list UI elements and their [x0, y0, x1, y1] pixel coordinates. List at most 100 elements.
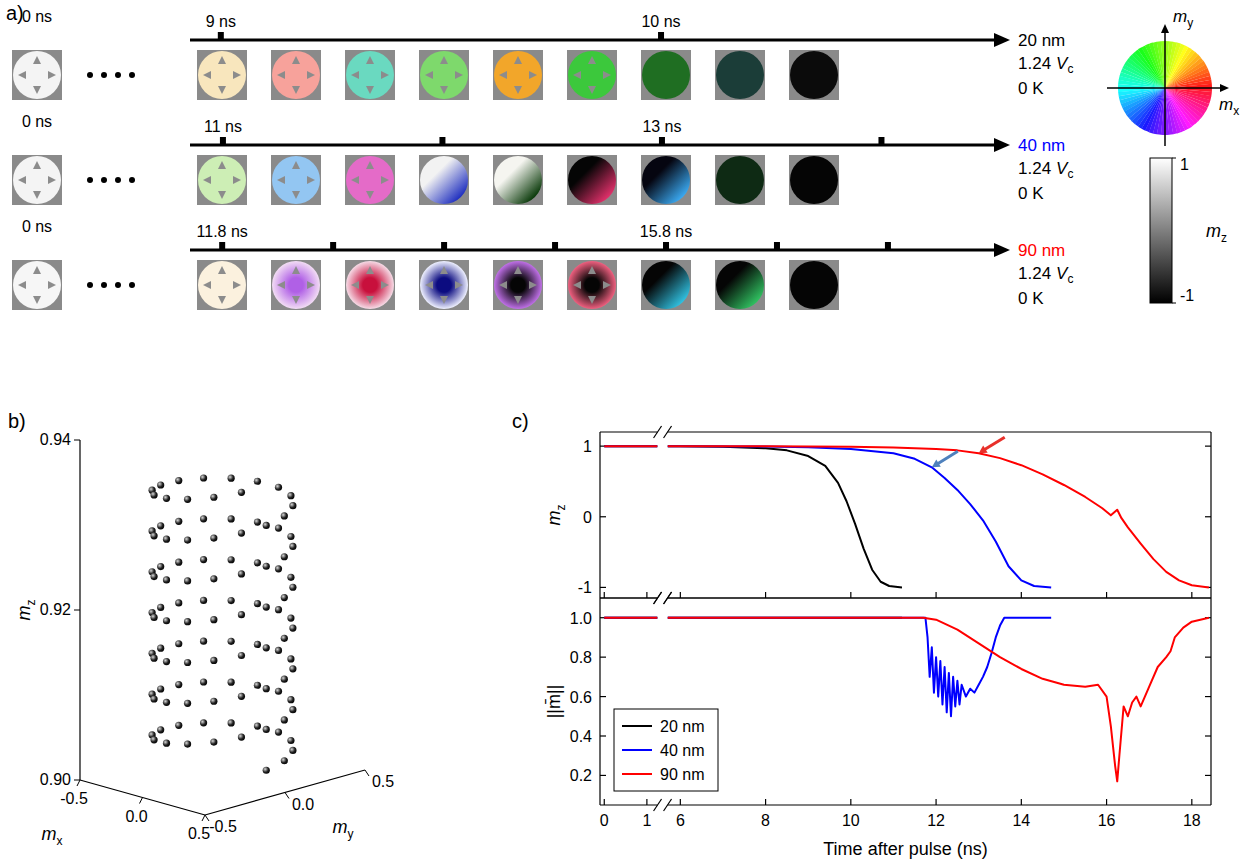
helix-point [175, 477, 182, 484]
snapshot-frame [12, 155, 62, 205]
spin-arrow [351, 281, 359, 289]
helix-point [228, 475, 235, 482]
legend-swatch [622, 773, 652, 775]
helix-point [287, 615, 294, 622]
spin-arrow [307, 176, 315, 184]
spin-arrow [514, 296, 522, 304]
tick [935, 592, 936, 598]
tick [1205, 657, 1211, 658]
tick [659, 137, 665, 145]
tick [140, 798, 143, 804]
helix-point [254, 641, 261, 648]
plot-lines [604, 446, 1209, 587]
helix-point [289, 624, 296, 631]
helix-point [281, 512, 288, 519]
spin-arrow [351, 176, 359, 184]
spin-arrow [603, 71, 611, 79]
snapshot-row: 0 ns11.8 ns15.8 ns90 nm1.24Vc0 K [12, 218, 1073, 310]
ellipsis-dot [129, 282, 135, 288]
frame [600, 597, 658, 598]
helix-point [210, 575, 217, 582]
spin-arrow [455, 71, 463, 79]
ellipsis-dot [87, 282, 93, 288]
spin-arrow [48, 176, 56, 184]
tick [1106, 799, 1107, 805]
axis-title: my [333, 817, 354, 841]
tick [680, 799, 681, 805]
helix-point [281, 757, 288, 764]
arrow-shaft [983, 437, 1005, 450]
snapshot-frame [493, 50, 543, 100]
tick [878, 137, 884, 145]
snapshot-frame [345, 155, 395, 205]
tick-label: 8 [761, 812, 770, 829]
tick [439, 137, 445, 145]
spin-arrow [33, 266, 41, 274]
tick [1172, 303, 1176, 304]
helix-point [200, 638, 207, 645]
tick [77, 780, 80, 786]
helix-point [228, 638, 235, 645]
snapshot [420, 261, 468, 309]
spin-arrow [440, 266, 448, 274]
helix-point [150, 695, 157, 702]
snapshot-row: 0 ns11 ns13 ns40 nm1.24Vc0 K [12, 113, 1073, 205]
tick-label: 0 [583, 509, 592, 526]
wheel-wedge [1165, 42, 1177, 88]
tick [600, 516, 606, 517]
helix-point [281, 716, 288, 723]
helix-point [210, 698, 217, 705]
temperature-label: 0 K [1018, 289, 1044, 308]
ellipsis-dot [115, 72, 121, 78]
spin-arrow [203, 176, 211, 184]
helix-point [175, 599, 182, 606]
helix-point [200, 515, 207, 522]
ellipsis-dot [87, 177, 93, 183]
helix-point [200, 719, 207, 726]
helix-point [275, 647, 282, 654]
tick [1191, 592, 1192, 598]
tick-label: 10 ns [641, 13, 680, 30]
tick [1205, 735, 1211, 736]
helix-point [157, 604, 164, 611]
tick-label: 0.2 [570, 767, 592, 784]
helix-point [150, 736, 157, 743]
snapshot-frame [12, 50, 62, 100]
helix-point [175, 722, 182, 729]
tick-label: -1 [1180, 287, 1194, 304]
helix-point [238, 733, 245, 740]
spin-arrow [588, 56, 596, 64]
spin-arrow [33, 86, 41, 94]
frame [668, 597, 1211, 598]
wheel-wedge [1118, 80, 1165, 88]
tick [220, 137, 226, 145]
helix-point [254, 600, 261, 607]
ellipsis-dot [129, 72, 135, 78]
spin-arrow [277, 176, 285, 184]
label-part: z [24, 600, 38, 606]
legend-label: 40 nm [660, 742, 704, 759]
spin-arrow [366, 56, 374, 64]
spin-arrow [381, 176, 389, 184]
frame [599, 432, 600, 598]
tick-label: 11.8 ns [197, 223, 248, 240]
voltage-label: 1.24Vc [1018, 159, 1073, 181]
series-line [604, 618, 1209, 782]
tick [680, 592, 681, 598]
tick-label: 15.8 ns [640, 223, 692, 240]
spin-arrow [233, 176, 241, 184]
wheel-axis [1164, 32, 1166, 146]
arrow-head [979, 445, 988, 453]
helix-point [228, 597, 235, 604]
tick [1205, 775, 1211, 776]
tick [1172, 158, 1176, 159]
tick-label: 1 [583, 438, 592, 455]
helix-point [254, 559, 261, 566]
helix-point [175, 518, 182, 525]
snapshot [790, 51, 838, 99]
axis-break [654, 426, 662, 438]
spin-arrow [307, 281, 315, 289]
spin-arrow [292, 266, 300, 274]
helix-point [275, 606, 282, 613]
helix-point [287, 574, 294, 581]
